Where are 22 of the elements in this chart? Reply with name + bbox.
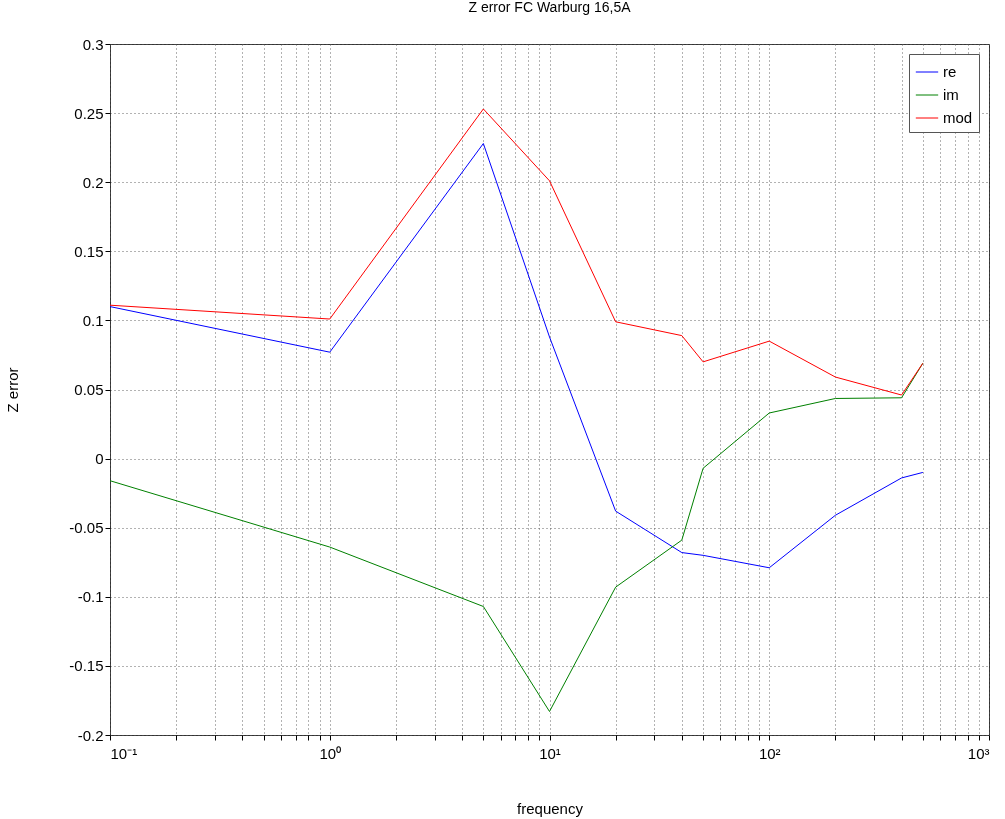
y-tick-label: 0.15 (74, 242, 104, 260)
y-axis-title: Z error (4, 367, 22, 413)
legend-label: re (943, 63, 957, 80)
y-tick-label: -0.2 (77, 726, 104, 744)
y-tick-label: 0.25 (74, 104, 104, 122)
y-tick-label: 0.2 (82, 173, 104, 191)
y-tick-label: 0.3 (82, 35, 104, 53)
y-tick-label: 0.1 (82, 311, 104, 329)
legend-label: im (943, 86, 959, 103)
y-tick-label: -0.05 (69, 519, 104, 537)
x-tick-label: 10² (758, 744, 781, 762)
x-tick-label: 10⁻¹ (110, 744, 138, 762)
x-axis-title: frequency (517, 799, 584, 817)
x-tick-label: 10¹ (539, 744, 561, 762)
y-tick-label: 0.05 (74, 381, 104, 398)
x-tick-label: 10⁰ (319, 744, 342, 762)
chart-title: Z error FC Warburg 16,5A (468, 0, 632, 15)
x-tick-label: 10³ (967, 744, 990, 762)
y-tick-label: 0 (95, 450, 104, 468)
y-tick-label: -0.1 (77, 588, 104, 606)
legend-label: mod (943, 109, 973, 126)
y-tick-label: -0.15 (69, 657, 104, 675)
